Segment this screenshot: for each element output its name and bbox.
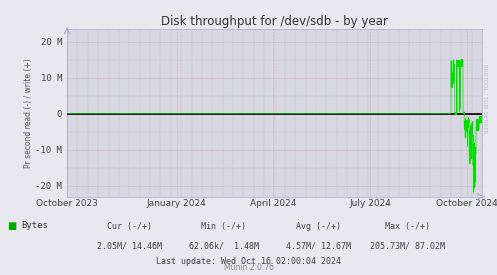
Text: Munin 2.0.76: Munin 2.0.76 xyxy=(224,263,273,272)
Text: Cur (-/+): Cur (-/+) xyxy=(107,222,152,231)
Text: Bytes: Bytes xyxy=(21,221,48,230)
Title: Disk throughput for /dev/sdb - by year: Disk throughput for /dev/sdb - by year xyxy=(161,15,388,28)
Text: ■: ■ xyxy=(7,221,17,230)
Text: 4.57M/ 12.67M: 4.57M/ 12.67M xyxy=(286,242,350,251)
Text: 2.05M/ 14.46M: 2.05M/ 14.46M xyxy=(97,242,162,251)
Y-axis label: Pr second read (-) / write (+): Pr second read (-) / write (+) xyxy=(23,58,33,168)
Text: Last update: Wed Oct 16 02:00:04 2024: Last update: Wed Oct 16 02:00:04 2024 xyxy=(156,257,341,266)
Text: 62.06k/  1.48M: 62.06k/ 1.48M xyxy=(189,242,258,251)
Text: Avg (-/+): Avg (-/+) xyxy=(296,222,340,231)
Text: RRDTOOL / TOBI OETIKER: RRDTOOL / TOBI OETIKER xyxy=(482,64,487,134)
Text: Min (-/+): Min (-/+) xyxy=(201,222,246,231)
Text: 205.73M/ 87.02M: 205.73M/ 87.02M xyxy=(370,242,445,251)
Text: Max (-/+): Max (-/+) xyxy=(385,222,430,231)
